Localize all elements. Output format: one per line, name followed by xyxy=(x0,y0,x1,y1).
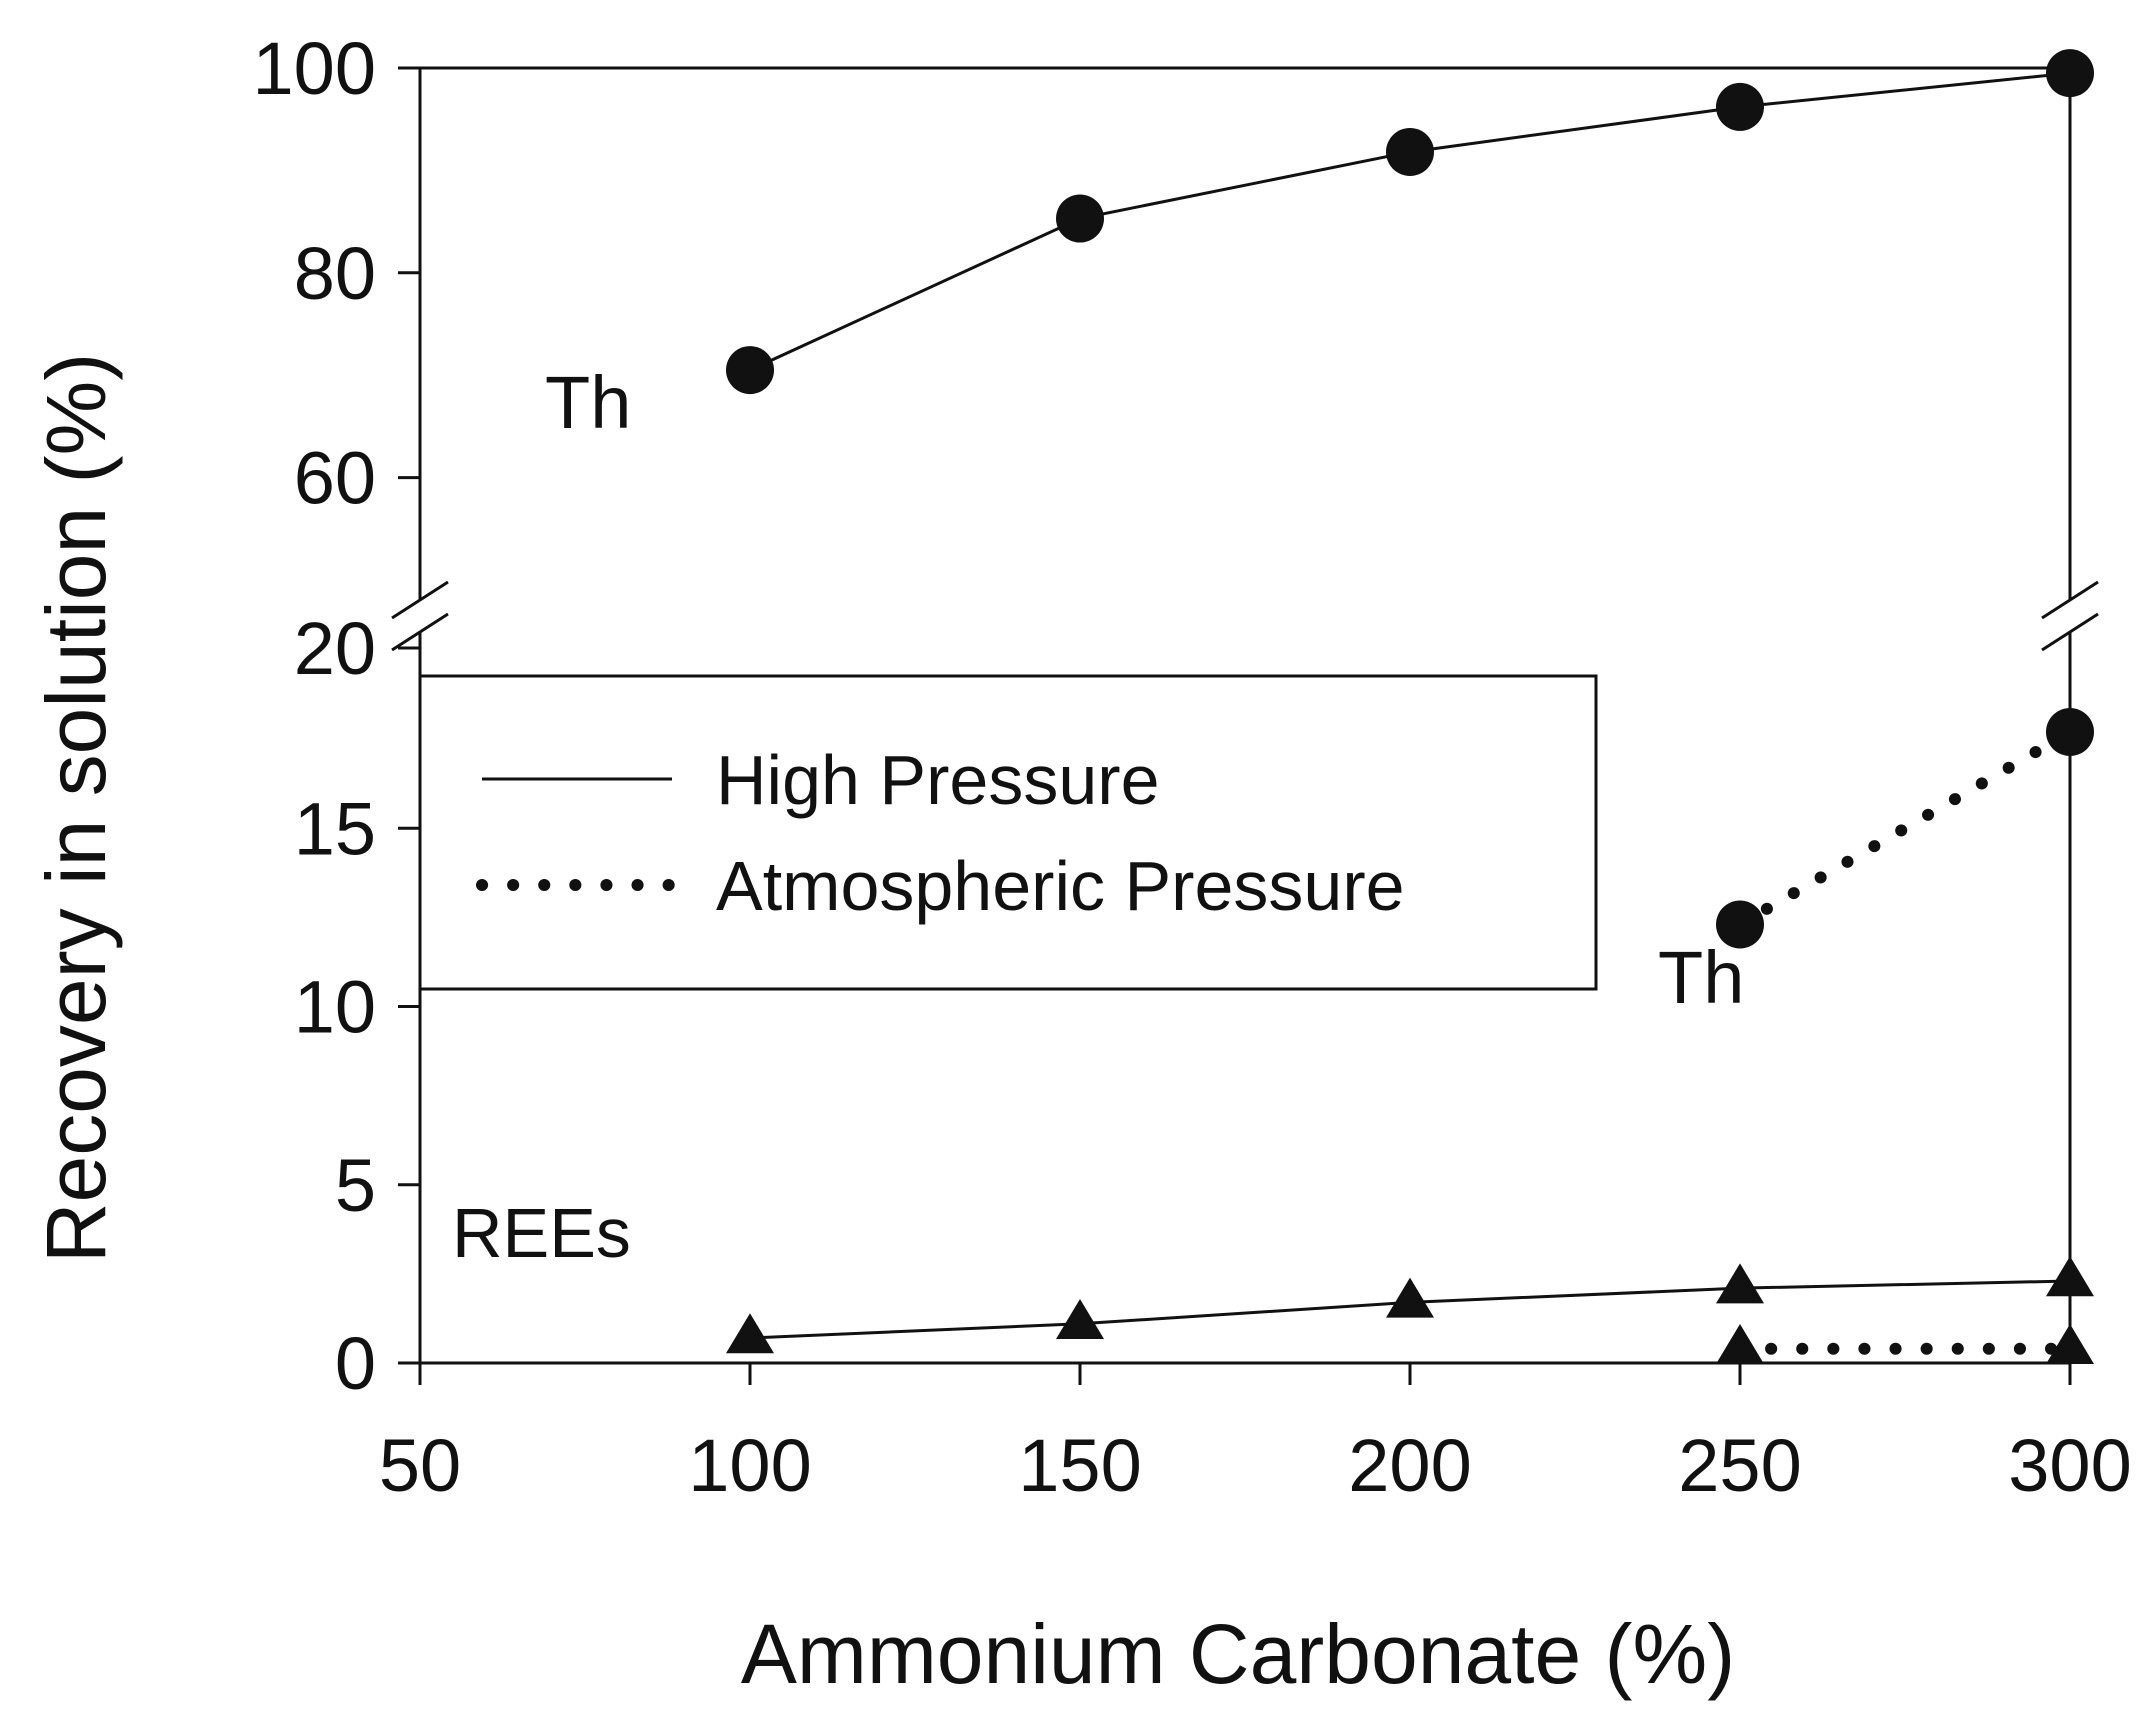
data-markers xyxy=(726,49,2094,1364)
legend: High Pressure Atmospheric Pressure xyxy=(418,674,1598,991)
axis-break-right-1 xyxy=(2041,580,2099,620)
marker-th-atmospheric-pressure-250 xyxy=(1716,900,1764,949)
x-tick-label-50: 50 xyxy=(379,1424,461,1507)
marker-rees-high-pressure-150 xyxy=(1056,1298,1104,1339)
marker-rees-high-pressure-200 xyxy=(1386,1277,1434,1318)
annotation-th-upper: Th xyxy=(545,361,631,444)
marker-rees-atmospheric-pressure-300 xyxy=(2046,1323,2094,1364)
y-tick-label-20: 20 xyxy=(294,607,376,690)
series-line-th-high-pressure xyxy=(749,71,2071,372)
marker-th-high-pressure-300 xyxy=(2046,49,2094,98)
annotation-th-lower: Th xyxy=(1658,936,1744,1019)
marker-rees-atmospheric-pressure-250 xyxy=(1716,1323,1764,1364)
axis-break-left-1 xyxy=(391,580,449,620)
y-tick-label-60: 60 xyxy=(294,437,376,520)
x-tick-label-100: 100 xyxy=(688,1424,811,1507)
marker-th-high-pressure-100 xyxy=(726,346,774,395)
y-axis-title: Recovery in solution (%) xyxy=(29,353,123,1263)
y-tick-label-100: 100 xyxy=(253,27,376,110)
annotation-rees: REEs xyxy=(452,1194,631,1272)
legend-label-high-pressure: High Pressure xyxy=(716,741,1160,819)
x-tick-label-300: 300 xyxy=(2008,1424,2131,1507)
marker-th-high-pressure-250 xyxy=(1716,82,1764,131)
x-tick-label-250: 250 xyxy=(1678,1424,1801,1507)
tick-labels: 50 100 150 200 250 300 0 5 10 15 20 60 80 100 xyxy=(253,27,2132,1507)
x-axis-title: Ammonium Carbonate (%) xyxy=(741,1607,1735,1701)
marker-th-high-pressure-200 xyxy=(1386,127,1434,176)
y-tick-label-80: 80 xyxy=(294,232,376,315)
marker-rees-high-pressure-300 xyxy=(2046,1256,2094,1297)
marker-rees-high-pressure-100 xyxy=(726,1313,774,1354)
axis-break-left-2 xyxy=(391,612,449,652)
x-tick-label-200: 200 xyxy=(1348,1424,1471,1507)
axis-break-right-2 xyxy=(2041,612,2099,652)
y-tick-label-5: 5 xyxy=(335,1144,376,1227)
y-tick-label-15: 15 xyxy=(294,787,376,870)
y-tick-label-0: 0 xyxy=(335,1322,376,1405)
legend-box xyxy=(418,674,1598,991)
x-tick-label-150: 150 xyxy=(1018,1424,1141,1507)
y-tick-label-10: 10 xyxy=(294,966,376,1049)
marker-th-high-pressure-150 xyxy=(1056,194,1104,243)
marker-rees-high-pressure-250 xyxy=(1716,1263,1764,1304)
series-line-th-atmospheric-pressure xyxy=(1734,725,2076,931)
legend-label-atmospheric-pressure: Atmospheric Pressure xyxy=(716,847,1405,925)
tick-marks xyxy=(398,66,2072,1385)
marker-th-atmospheric-pressure-300 xyxy=(2046,707,2094,756)
